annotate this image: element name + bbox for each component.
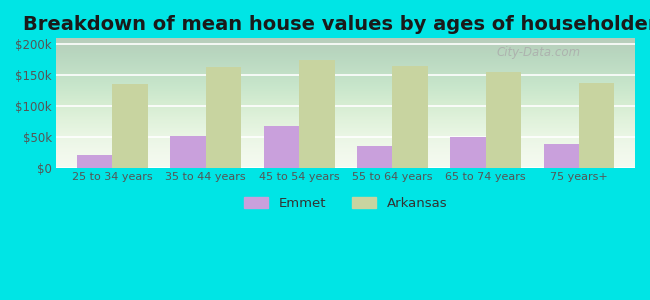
Bar <box>450 137 486 168</box>
Bar <box>579 82 614 168</box>
Bar <box>357 146 393 168</box>
Bar <box>77 155 112 168</box>
Legend: Emmet, Arkansas: Emmet, Arkansas <box>239 191 452 215</box>
Bar <box>299 60 335 168</box>
Text: City-Data.com: City-Data.com <box>496 46 580 59</box>
Bar <box>486 72 521 168</box>
Bar <box>393 66 428 168</box>
Title: Breakdown of mean house values by ages of householders: Breakdown of mean house values by ages o… <box>23 15 650 34</box>
Bar <box>264 126 299 168</box>
Bar <box>543 144 579 168</box>
Bar <box>170 136 206 168</box>
Bar <box>112 85 148 168</box>
Bar <box>206 67 241 168</box>
